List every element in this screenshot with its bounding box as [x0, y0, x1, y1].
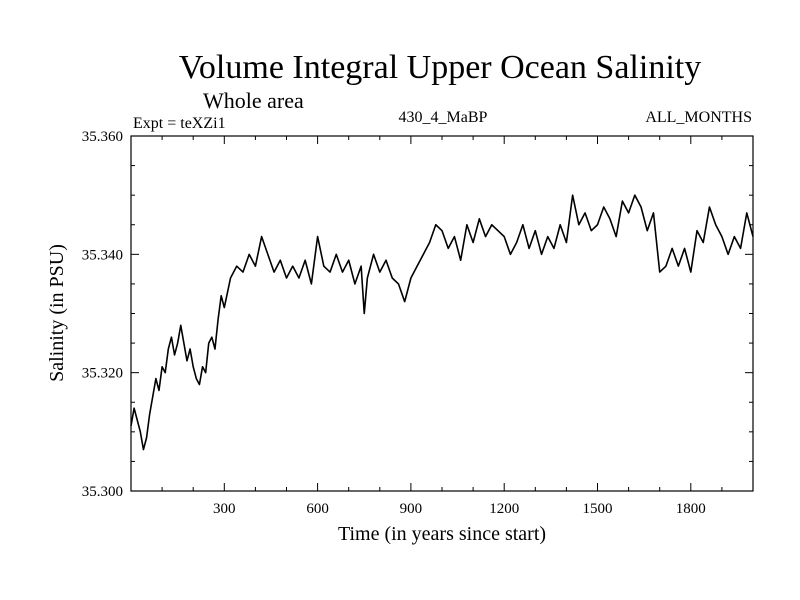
y-axis: 35.300 35.320 35.340 35.360	[82, 129, 753, 500]
y-tick-label: 35.320	[82, 366, 123, 382]
plot-frame	[130, 135, 754, 492]
x-tick-label: 1800	[676, 501, 706, 517]
y-axis-label: Salinity (in PSU)	[46, 244, 68, 382]
experiment-label: Expt = teXZi1	[133, 115, 226, 132]
period-label: 430_4_MaBP	[399, 109, 488, 126]
x-axis: 300 600 900 1200 1500 1800	[161, 136, 723, 517]
y-tick-label: 35.340	[82, 247, 123, 263]
y-tick-label: 35.300	[82, 484, 123, 500]
x-tick-label: 300	[213, 501, 236, 517]
x-tick-label: 1200	[489, 501, 519, 517]
x-tick-label: 900	[400, 501, 423, 517]
series-line-salinity	[130, 194, 754, 451]
chart-subtitle: Whole area	[203, 88, 304, 113]
x-tick-label: 1500	[583, 501, 613, 517]
series-group	[130, 194, 754, 451]
months-label: ALL_MONTHS	[645, 109, 752, 126]
x-tick-label: 600	[306, 501, 329, 517]
y-tick-label: 35.360	[82, 129, 123, 145]
x-axis-label: Time (in years since start)	[338, 523, 546, 545]
chart-title: Volume Integral Upper Ocean Salinity	[179, 49, 701, 86]
